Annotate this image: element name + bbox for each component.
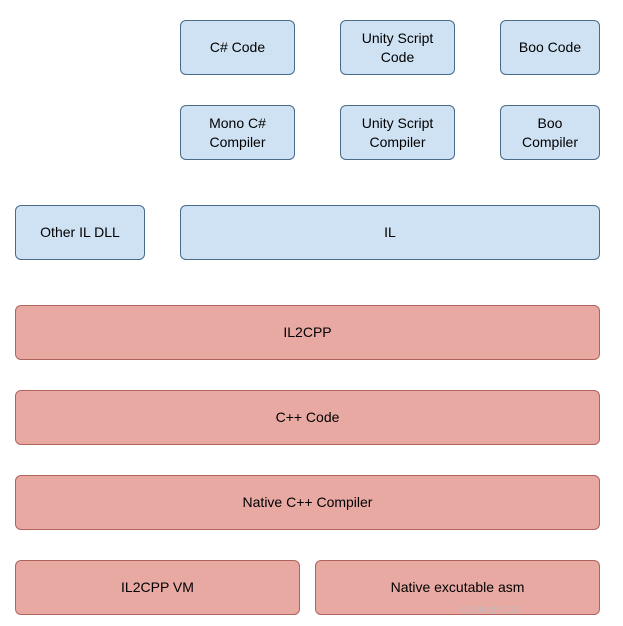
node-label: IL2CPP [283, 323, 331, 341]
node-label: Unity Script Code [349, 29, 446, 65]
node-csharp-code: C# Code [180, 20, 295, 75]
node-unity-compiler: Unity Script Compiler [340, 105, 455, 160]
node-unity-code: Unity Script Code [340, 20, 455, 75]
node-boo-code: Boo Code [500, 20, 600, 75]
node-boo-compiler: Boo Compiler [500, 105, 600, 160]
node-mono-compiler: Mono C# Compiler [180, 105, 295, 160]
node-native-compiler: Native C++ Compiler [15, 475, 600, 530]
node-il2cpp: IL2CPP [15, 305, 600, 360]
node-label: Boo Code [519, 38, 581, 56]
node-il: IL [180, 205, 600, 260]
node-cpp-code: C++ Code [15, 390, 600, 445]
node-label: Mono C# Compiler [189, 114, 286, 150]
watermark: CSDN @T.D.C [460, 605, 520, 615]
node-label: Native excutable asm [391, 578, 525, 596]
node-label: C++ Code [276, 408, 340, 426]
node-label: Other IL DLL [40, 223, 120, 241]
node-native-asm: Native excutable asm [315, 560, 600, 615]
node-label: Unity Script Compiler [349, 114, 446, 150]
node-label: Boo Compiler [509, 114, 591, 150]
node-label: Native C++ Compiler [243, 493, 373, 511]
node-other-il-dll: Other IL DLL [15, 205, 145, 260]
node-label: IL2CPP VM [121, 578, 194, 596]
node-label: IL [384, 223, 396, 241]
node-label: C# Code [210, 38, 265, 56]
il2cpp-flowchart: C# Code Unity Script Code Boo Code Mono … [10, 10, 613, 616]
node-il2cpp-vm: IL2CPP VM [15, 560, 300, 615]
